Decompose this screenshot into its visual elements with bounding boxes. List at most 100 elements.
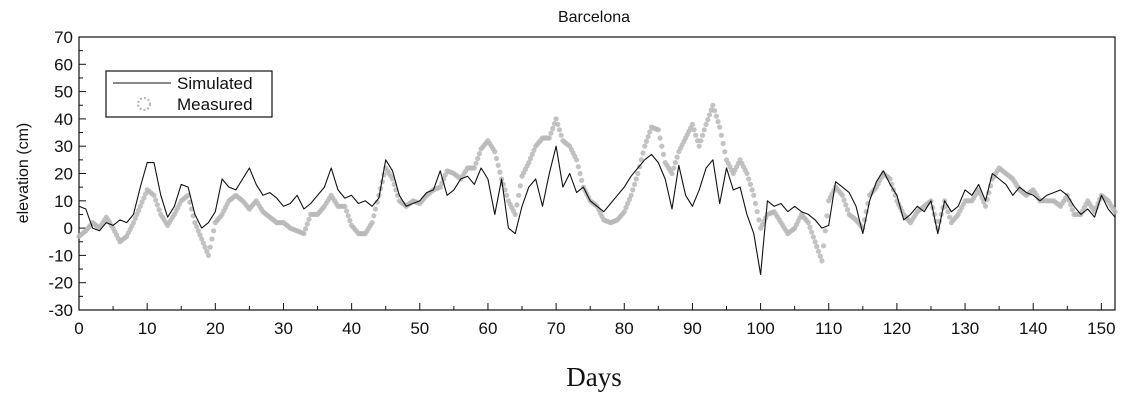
measured-point — [655, 127, 661, 133]
x-tick-label: 80 — [615, 319, 634, 338]
measured-point — [475, 155, 481, 162]
measured-point — [822, 228, 828, 234]
y-tick-label: 0 — [64, 219, 73, 238]
measured-point — [132, 215, 138, 222]
measured-point — [154, 202, 160, 208]
x-tick-label: 120 — [883, 319, 911, 338]
measured-point — [574, 157, 580, 163]
measured-point — [982, 203, 989, 209]
measured-point — [640, 150, 646, 156]
measured-point — [130, 220, 137, 226]
x-tick-label: 110 — [815, 319, 842, 338]
measured-point — [717, 124, 723, 130]
measured-point — [553, 116, 559, 122]
measured-point — [577, 170, 583, 177]
y-tick-label: 50 — [54, 83, 73, 102]
measured-point — [643, 138, 650, 144]
measured-point — [710, 102, 716, 108]
measured-point — [197, 232, 203, 238]
legend-measured-swatch — [137, 97, 151, 111]
x-tick-label: 20 — [206, 319, 225, 338]
measured-point — [621, 209, 627, 215]
measured-point — [516, 192, 522, 198]
measured-point — [630, 187, 636, 193]
measured-point — [546, 135, 552, 141]
measured-point — [389, 176, 396, 182]
measured-point — [1069, 207, 1075, 213]
measured-point — [756, 217, 762, 223]
measured-point — [550, 125, 556, 132]
measured-point — [195, 228, 201, 234]
measured-point — [473, 160, 479, 166]
measured-point — [136, 207, 142, 213]
measured-point — [304, 221, 310, 227]
measured-point — [369, 220, 375, 226]
measured-point — [817, 253, 823, 259]
measured-point — [712, 108, 718, 114]
x-tick-label: 150 — [1087, 319, 1115, 338]
measured-point — [752, 200, 759, 207]
measured-point — [698, 138, 704, 144]
legend-box — [105, 70, 273, 118]
y-tick-label: -30 — [48, 301, 73, 320]
measured-point — [529, 151, 535, 157]
measured-point — [703, 121, 709, 127]
measured-point — [706, 112, 713, 118]
measured-point — [204, 248, 210, 254]
measured-point — [645, 134, 651, 140]
measured-point — [749, 187, 755, 193]
measured-point — [671, 165, 677, 171]
measured-point — [843, 202, 849, 208]
measured-point — [660, 151, 667, 157]
measured-point — [371, 213, 377, 219]
measured-point — [555, 121, 561, 127]
x-tick-label: 30 — [274, 319, 293, 338]
measured-point — [754, 209, 760, 215]
legend-measured-label: Measured — [177, 95, 253, 114]
measured-point — [345, 213, 351, 219]
measured-point — [720, 140, 726, 147]
x-tick-label: 100 — [746, 319, 774, 338]
measured-point — [691, 127, 697, 133]
measured-point — [657, 135, 663, 141]
measured-point — [623, 205, 629, 211]
x-tick-label: 40 — [342, 319, 361, 338]
measured-point — [751, 192, 757, 198]
x-tick-label: 140 — [1019, 319, 1047, 338]
measured-point — [347, 218, 353, 224]
measured-point — [504, 192, 510, 198]
measured-point — [824, 213, 830, 219]
measured-point — [628, 192, 634, 198]
measured-point — [372, 206, 379, 212]
measured-point — [635, 170, 641, 177]
x-tick-label: 130 — [951, 319, 979, 338]
measured-point — [947, 214, 953, 220]
measured-point — [301, 231, 307, 237]
x-axis-ticks: 0 10 20 30 40 50 60 70 80 90 100 110 120 130 140 150 — [74, 303, 1116, 338]
measured-point — [306, 216, 312, 222]
measured-point — [672, 160, 679, 166]
measured-point — [500, 181, 506, 187]
measured-point — [343, 208, 350, 214]
y-tick-label: 30 — [54, 137, 73, 156]
measured-point — [887, 176, 893, 182]
x-tick-label: 60 — [478, 319, 497, 338]
measured-point — [809, 229, 815, 235]
measured-point — [141, 195, 147, 201]
simulated-series — [78, 145, 1116, 276]
y-tick-label: 10 — [54, 192, 73, 211]
measured-point — [642, 143, 648, 149]
measured-point — [471, 165, 477, 171]
measured-point — [638, 157, 644, 163]
measured-point — [696, 143, 702, 149]
x-tick-label: 10 — [138, 319, 157, 338]
measured-point — [669, 170, 675, 177]
x-tick-label: 0 — [74, 319, 83, 338]
measured-point — [558, 132, 564, 138]
measured-point — [194, 224, 200, 230]
measured-point — [526, 160, 532, 166]
measured-point — [844, 207, 851, 213]
measured-point — [137, 203, 143, 209]
measured-point — [839, 192, 846, 198]
